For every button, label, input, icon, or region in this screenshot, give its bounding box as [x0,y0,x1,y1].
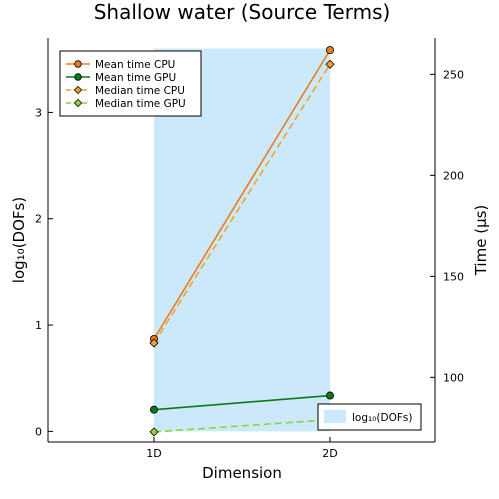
chart-title: Shallow water (Source Terms) [94,0,391,24]
legend-label-0: Mean time CPU [95,59,175,71]
left-tick-label: 1 [35,319,42,332]
series-point-2-0 [149,338,159,348]
axes-frame [47,38,436,443]
series-line-3 [153,418,331,433]
x-tick-label: 2D [322,447,337,460]
legend-marker-0 [74,60,82,68]
left-tick-label: 2 [35,213,42,226]
right-y-ticks: 100 150 200 250 [430,68,464,384]
legend-bar-swatch [324,410,346,423]
legend-bar: log₁₀(DOFs) [317,403,422,431]
series-lines [153,49,331,433]
series-point-1-1 [325,391,334,400]
series-point-3-0 [149,427,159,437]
left-y-ticks: 0 1 2 3 [35,106,53,438]
left-tick-label: 0 [35,425,42,438]
x-ticks: 1D 2D [146,437,338,460]
legend-lines-box [59,50,202,117]
legend-bar-label: log₁₀(DOFs) [352,412,412,424]
left-y-axis-label: log₁₀(DOFs) [10,197,28,283]
legend-marker-2 [73,85,83,95]
left-tick-label: 3 [35,106,42,119]
right-y-axis-label: Time (µs) [472,205,490,277]
right-tick-label: 250 [443,68,464,81]
right-tick-label: 150 [443,270,464,283]
legend-marker-3 [73,98,83,108]
legend-label-2: Median time CPU [95,85,185,97]
legend-label-3: Median time GPU [95,98,186,110]
series-point-2-1 [325,59,335,69]
right-tick-label: 200 [443,169,464,182]
right-tick-label: 100 [443,371,464,384]
series-line-0 [153,49,331,340]
series-line-1 [153,394,331,411]
x-tick-label: 1D [146,447,161,460]
series-point-1-0 [149,405,158,414]
legend-label-1: Mean time GPU [95,72,176,84]
x-axis-label: Dimension [202,464,282,482]
series-point-0-1 [325,46,334,55]
legend-marker-1 [74,73,82,81]
